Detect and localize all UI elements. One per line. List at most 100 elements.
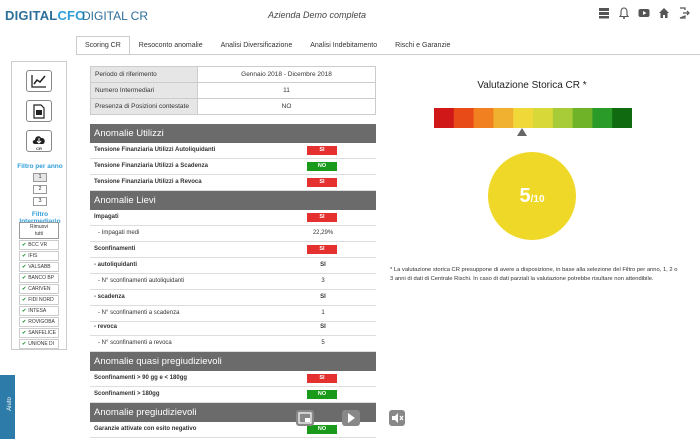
year-filter-label: Filtro per anno <box>17 163 63 170</box>
help-tab[interactable]: Aiuto <box>0 375 15 439</box>
section-anomalie-lievi: Anomalie Lievi <box>90 191 376 210</box>
scale-segment <box>434 108 455 128</box>
bank-checkbox[interactable]: ✔ CARIVEN <box>19 284 59 294</box>
year-button-2[interactable]: 2 <box>33 185 47 194</box>
table-row: Tensione Finanziaria Utilizzi Autoliquid… <box>90 143 376 159</box>
pdf-button[interactable] <box>26 100 52 122</box>
bank-checkbox[interactable]: ✔ INTESA <box>19 306 59 316</box>
scale-segment <box>592 108 613 128</box>
bank-checkbox[interactable]: ✔ ROVIGOBA <box>19 317 59 327</box>
scale-segment <box>533 108 554 128</box>
info-table: Periodo di riferimento Gennaio 2018 - Dic… <box>90 66 376 115</box>
table-row: - autoliquidanti SI <box>90 258 376 274</box>
bell-icon[interactable] <box>618 7 630 19</box>
status-badge: NO <box>307 162 337 171</box>
tab-bar: Scoring CR Resoconto anomalie Analisi Di… <box>76 36 459 55</box>
rating-footnote: * La valutazione storica CR presuppone d… <box>390 267 678 282</box>
checkmark-icon: ✔ <box>22 297 27 303</box>
checkmark-icon: ✔ <box>22 253 27 259</box>
scale-segment <box>572 108 593 128</box>
status-badge: SI <box>307 178 337 187</box>
line-chart-icon <box>31 75 46 88</box>
chart-button[interactable] <box>26 70 52 92</box>
checkmark-icon: ✔ <box>22 341 27 347</box>
bank-checkbox[interactable]: ✔ BANCO BP <box>19 273 59 283</box>
table-row: - N° sconfinamenti a revoca 5 <box>90 336 376 352</box>
year-button-1[interactable]: 1 <box>33 173 47 182</box>
rating-title: Valutazione Storica CR * <box>477 80 587 91</box>
checkmark-icon: ✔ <box>22 308 27 314</box>
scale-segment <box>473 108 494 128</box>
logout-icon[interactable] <box>678 7 690 19</box>
table-row: - N° sconfinamenti autoliquidanti 3 <box>90 274 376 290</box>
year-button-3[interactable]: 3 <box>33 197 47 206</box>
status-badge: SI <box>307 213 337 222</box>
intermediary-filter-label: Filtro Intermediario <box>19 211 60 225</box>
mute-button[interactable] <box>389 410 405 426</box>
status-badge: NO <box>307 425 337 434</box>
table-row: Garanzie attivate con esito negativo NO <box>90 422 376 438</box>
checkmark-icon: ✔ <box>22 319 27 325</box>
tab-rischi-garanzie[interactable]: Rischi e Garanzie <box>395 42 451 49</box>
table-row: Sconfinamenti > 180gg NO <box>90 387 376 403</box>
bank-checkbox[interactable]: ✔ UNIONE DI <box>19 339 59 349</box>
checkmark-icon: ✔ <box>22 242 27 248</box>
tab-divider <box>76 54 700 55</box>
youtube-icon[interactable] <box>638 7 650 19</box>
tab-analisi-indebitamento[interactable]: Analisi Indebitamento <box>310 42 378 49</box>
logo[interactable]: DIGITALCFO <box>5 8 86 23</box>
tab-scoring-cr[interactable]: Scoring CR <box>76 36 130 55</box>
table-row: Tensione Finanziaria Utilizzi a Scadenza… <box>90 159 376 175</box>
table-row: - scadenza SI <box>90 290 376 306</box>
top-bar: DIGITALCFO DIGITAL CR Azienda Demo compl… <box>0 0 700 28</box>
remove-all-button[interactable]: Rimuovi tutti <box>19 222 59 239</box>
play-button[interactable] <box>342 410 360 426</box>
checkmark-icon: ✔ <box>22 286 27 292</box>
scale-segment <box>493 108 514 128</box>
checkmark-icon: ✔ <box>22 275 27 281</box>
rating-color-scale <box>434 108 632 128</box>
download-cr-button[interactable]: CR <box>26 130 52 152</box>
tab-analisi-diversificazione[interactable]: Analisi Diversificazione <box>220 42 293 49</box>
scale-segment <box>513 108 534 128</box>
pip-icon <box>298 412 312 424</box>
section-anomalie-utilizzi: Anomalie Utilizzi <box>90 124 376 143</box>
table-row: Sconfinamenti > 90 gg e < 180gg SI <box>90 371 376 387</box>
speaker-muted-icon <box>392 413 404 423</box>
toolbar-icons <box>598 7 690 19</box>
scale-segment <box>552 108 574 128</box>
scale-segment <box>612 108 632 128</box>
bank-checkbox[interactable]: ✔ SANFELICE <box>19 328 59 338</box>
home-icon[interactable] <box>658 7 670 19</box>
tab-resoconto-anomalie[interactable]: Resoconto anomalie <box>138 42 203 49</box>
info-value: Gennaio 2018 - Dicembre 2018 <box>197 66 376 83</box>
bank-checkbox[interactable]: ✔ IFIS <box>19 251 59 261</box>
info-key: Periodo di riferimento <box>90 66 198 83</box>
table-row: Tensione Finanziaria Utilizzi a Revoca SI <box>90 175 376 191</box>
checkmark-icon: ✔ <box>22 264 27 270</box>
play-icon <box>348 413 355 423</box>
section-anomalie-quasi-pregiudizievoli: Anomalie quasi pregiudizievoli <box>90 352 376 371</box>
bank-checkbox[interactable]: ✔ VALSABB <box>19 262 59 272</box>
checkmark-icon: ✔ <box>22 330 27 336</box>
table-row: - N° sconfinamenti a scadenza 1 <box>90 306 376 322</box>
table-row: - revoca SI <box>90 320 376 336</box>
bank-checkbox[interactable]: ✔ BCC VR <box>19 240 59 250</box>
company-name: Azienda Demo completa <box>268 10 367 20</box>
info-value: NO <box>197 98 376 115</box>
status-badge: SI <box>307 374 337 383</box>
rating-score-badge: 5/10 <box>488 152 576 240</box>
info-key: Numero Intermediari <box>90 82 198 99</box>
server-icon[interactable] <box>598 7 610 19</box>
section-anomalie-pregiudizievoli: Anomalie pregiudizievoli <box>90 403 376 422</box>
status-badge: SI <box>307 245 337 254</box>
table-row: Sconfinamenti SI <box>90 242 376 258</box>
filter-sidebar: CR Filtro per anno 1 2 3 Filtro Intermed… <box>11 61 67 350</box>
picture-in-picture-button[interactable] <box>296 410 314 426</box>
table-row: Impagati SI <box>90 210 376 226</box>
pdf-icon <box>33 104 45 119</box>
bank-checkbox[interactable]: ✔ FIDI NORD <box>19 295 59 305</box>
info-key: Presenza di Posizioni contestate <box>90 98 198 115</box>
rating-pointer <box>517 128 527 136</box>
cloud-download-icon <box>32 136 45 144</box>
